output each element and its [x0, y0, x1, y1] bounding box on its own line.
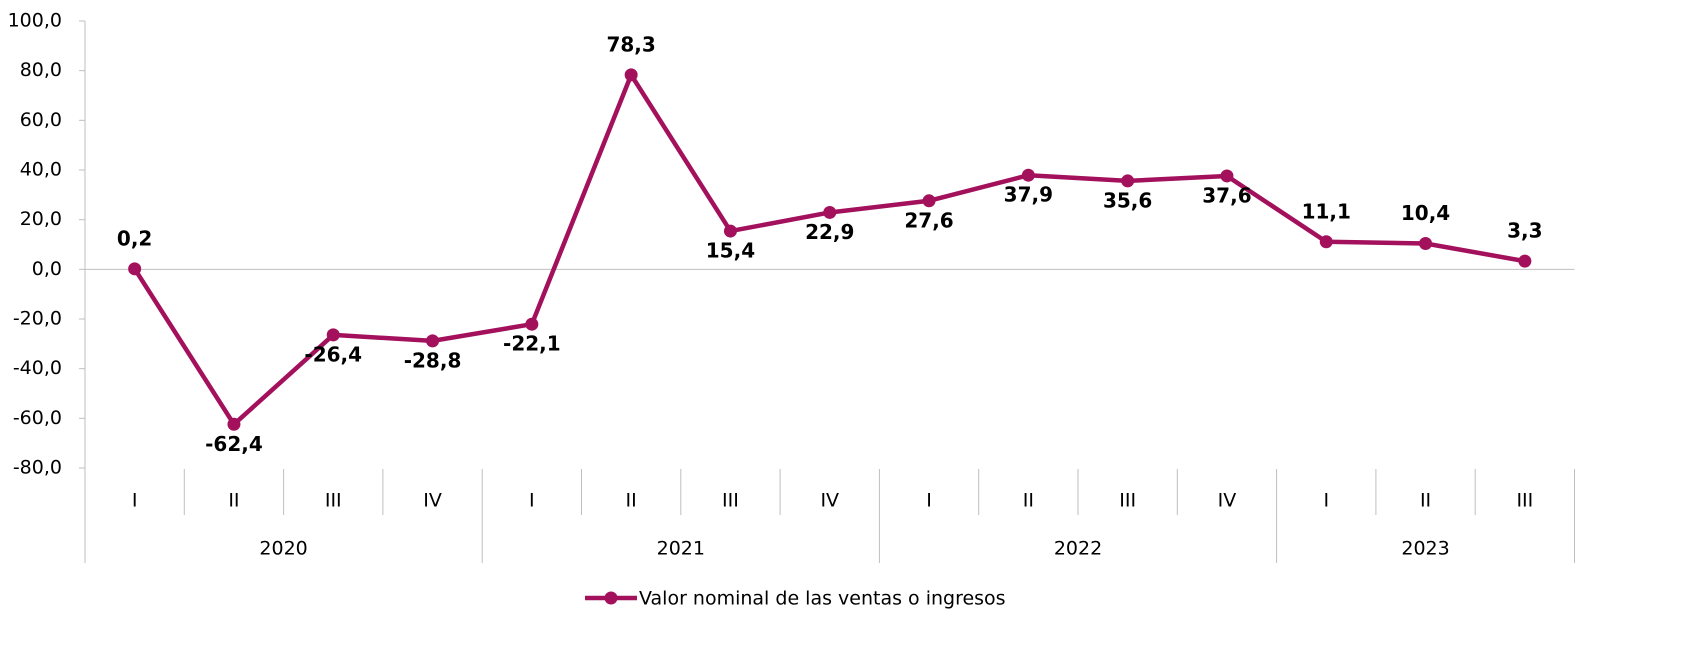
data-label: 10,4 [1401, 201, 1450, 225]
point [1021, 168, 1035, 182]
point [1121, 174, 1135, 188]
x-tick-label: I [529, 490, 535, 512]
data-label: 37,6 [1202, 183, 1251, 207]
x-tick-label: II [1023, 490, 1034, 512]
y-tick-label: -60,0 [13, 407, 62, 429]
x-tick-label: I [1323, 490, 1329, 512]
x-tick-label: III [1516, 490, 1533, 512]
group-label: 2023 [1401, 538, 1449, 560]
point [227, 417, 241, 431]
x-tick-label: IV [820, 490, 839, 512]
x-tick-label: II [228, 490, 239, 512]
data-label: -28,8 [404, 348, 462, 372]
legend-marker [604, 591, 618, 605]
point [922, 194, 936, 208]
data-label: -22,1 [503, 332, 561, 356]
y-tick-label: 40,0 [20, 159, 62, 181]
y-tick-label: 100,0 [8, 10, 62, 32]
point [525, 317, 539, 331]
series-line [132, 72, 1526, 427]
point [823, 205, 837, 219]
point [1319, 235, 1333, 249]
data-label: 35,6 [1103, 188, 1152, 212]
x-tick-label: II [1420, 490, 1431, 512]
group-label: 2022 [1054, 538, 1102, 560]
x-tick-label: I [132, 490, 138, 512]
y-tick-label: -80,0 [13, 457, 62, 479]
point [723, 224, 737, 238]
data-label: 15,4 [706, 239, 755, 263]
data-label: -26,4 [304, 342, 362, 366]
x-tick-label: IV [1218, 490, 1237, 512]
y-tick-label: 60,0 [20, 109, 62, 131]
y-tick-label: -40,0 [13, 357, 62, 379]
y-tick-label: 0,0 [32, 258, 62, 280]
legend-label: Valor nominal de las ventas o ingresos [639, 588, 1006, 610]
point [1220, 169, 1234, 183]
x-tick-label: III [1119, 490, 1136, 512]
group-label: 2020 [259, 538, 307, 560]
data-label: 11,1 [1302, 199, 1351, 223]
group-label: 2021 [657, 538, 705, 560]
x-tick-label: IV [423, 490, 442, 512]
point [426, 334, 440, 348]
x-tick-label: III [722, 490, 739, 512]
data-label: 78,3 [606, 32, 655, 56]
data-label: -62,4 [205, 432, 263, 456]
x-tick-label: III [325, 490, 342, 512]
point [624, 68, 638, 82]
y-tick-label: -20,0 [13, 308, 62, 330]
x-tick-label: II [626, 490, 637, 512]
point [326, 328, 340, 342]
data-label: 37,9 [1004, 183, 1053, 207]
data-label: 27,6 [904, 208, 953, 232]
point [1518, 254, 1532, 268]
data-label: 0,2 [117, 226, 152, 250]
y-tick-label: 80,0 [20, 59, 62, 81]
point [1419, 237, 1433, 251]
x-tick-label: I [926, 490, 932, 512]
data-label: 22,9 [805, 220, 854, 244]
point [128, 262, 142, 276]
data-label: 3,3 [1507, 219, 1542, 243]
y-tick-label: 20,0 [20, 208, 62, 230]
